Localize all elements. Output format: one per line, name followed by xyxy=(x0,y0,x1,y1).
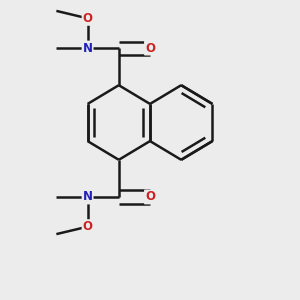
Text: O: O xyxy=(145,190,155,203)
Text: O: O xyxy=(82,220,93,233)
Text: O: O xyxy=(82,12,93,25)
Text: O: O xyxy=(145,42,155,55)
Text: N: N xyxy=(82,42,93,55)
Text: N: N xyxy=(82,190,93,203)
